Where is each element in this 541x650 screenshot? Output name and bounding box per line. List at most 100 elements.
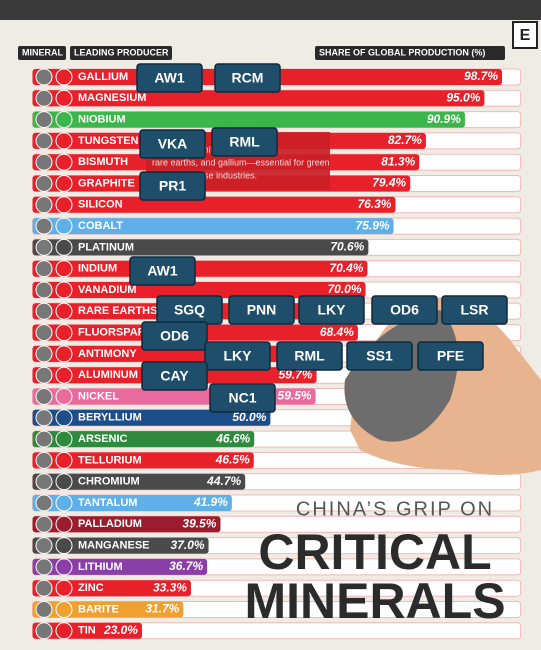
value-label: 70.0% <box>327 282 361 296</box>
overlay-box <box>209 383 276 413</box>
mineral-name: TELLURIUM <box>78 454 142 466</box>
flag-icon <box>55 238 73 256</box>
mineral-name: TUNGSTEN <box>78 135 139 147</box>
mineral-name: ZINC <box>78 582 104 594</box>
flag-icon <box>55 451 73 469</box>
column-header: SHARE OF GLOBAL PRODUCTION (%) <box>319 47 485 57</box>
mineral-icon <box>35 622 53 640</box>
value-label: 37.0% <box>171 538 205 552</box>
overlay-label: RML <box>229 134 260 150</box>
value-label: 98.7% <box>464 69 498 83</box>
flag-icon <box>55 345 73 363</box>
mineral-icon <box>35 451 53 469</box>
bar <box>32 111 465 128</box>
value-label: 46.5% <box>215 453 250 467</box>
value-label: 41.9% <box>193 495 228 509</box>
value-label: 33.3% <box>153 580 187 594</box>
title: CRITICAL <box>258 524 491 580</box>
overlay-label: LKY <box>224 348 253 364</box>
mineral-icon <box>35 366 53 384</box>
mineral-name: INDIUM <box>78 263 117 275</box>
flag-icon <box>55 324 73 342</box>
overlay-box <box>276 341 343 371</box>
flag-icon <box>55 366 73 384</box>
mineral-icon <box>35 260 53 278</box>
title: MINERALS <box>244 573 505 629</box>
overlay-box <box>371 295 438 325</box>
mineral-name: TANTALUM <box>78 497 137 509</box>
overlay-box <box>139 171 206 201</box>
value-label: 31.7% <box>145 602 179 616</box>
bar <box>32 580 191 597</box>
mineral-icon <box>35 430 53 448</box>
mineral-name: COBALT <box>78 220 123 232</box>
mineral-icon <box>35 494 53 512</box>
value-label: 90.9% <box>427 112 461 126</box>
bar <box>32 282 366 298</box>
flag-icon <box>55 281 73 299</box>
mineral-name: MANGANESE <box>78 540 150 552</box>
header-box <box>315 46 505 60</box>
flag-icon <box>55 601 73 618</box>
mineral-icon <box>35 132 53 150</box>
flag-icon <box>55 132 73 150</box>
bar <box>32 495 232 511</box>
flag-icon <box>55 302 73 320</box>
flag-icon <box>55 68 73 86</box>
overlay-label: SGQ <box>174 302 205 318</box>
header-box <box>70 46 172 60</box>
overlay-box <box>204 341 271 371</box>
overlay-box <box>211 127 278 157</box>
mineral-icon <box>35 388 53 405</box>
mineral-name: MAGNESIUM <box>78 92 146 104</box>
value-label: 46.6% <box>215 431 250 445</box>
value-label: 95.0% <box>446 90 480 104</box>
overlay-box <box>346 341 413 371</box>
value-label: 23.0% <box>103 623 138 637</box>
flag-icon <box>55 409 73 427</box>
mineral-name: BISMUTH <box>78 156 128 168</box>
bar <box>32 218 394 235</box>
overlay-box <box>441 295 508 325</box>
value-label: 70.4% <box>329 261 363 275</box>
flag-icon <box>55 494 73 512</box>
flag-icon <box>55 175 73 192</box>
mineral-icon <box>35 579 53 597</box>
mineral-icon <box>35 217 53 235</box>
value-label: 44.7% <box>206 474 241 488</box>
overlay-label: VKA <box>158 136 188 152</box>
mineral-icon <box>35 196 53 214</box>
bar <box>32 196 396 213</box>
mineral-icon <box>35 345 53 363</box>
flag-icon <box>55 515 73 533</box>
mineral-icon <box>35 153 53 171</box>
value-label: 36.7% <box>169 559 203 573</box>
overlay-label: OD6 <box>160 328 189 344</box>
overlay-label: SS1 <box>366 348 393 364</box>
mineral-icon <box>35 238 53 256</box>
mineral-name: GALLIUM <box>78 71 128 83</box>
value-label: 75.9% <box>356 218 390 232</box>
overlay-label: NC1 <box>228 390 256 406</box>
overlay-box <box>129 256 196 286</box>
mineral-name: GRAPHITE <box>78 177 135 189</box>
mineral-icon <box>35 558 53 576</box>
flag-icon <box>55 622 73 640</box>
mineral-name: ALUMINUM <box>78 369 138 381</box>
bar <box>32 452 254 469</box>
bar <box>32 260 368 277</box>
mineral-icon <box>35 515 53 533</box>
mineral-name: RARE EARTHS <box>78 305 157 317</box>
overlay-box <box>139 129 206 159</box>
bar <box>32 516 221 533</box>
value-label: 68.4% <box>320 325 354 339</box>
mineral-icon <box>35 324 53 342</box>
mineral-icon <box>35 409 53 427</box>
value-label: 59.7% <box>279 367 313 381</box>
mineral-name: PALLADIUM <box>78 518 142 530</box>
overlay-box <box>417 341 484 371</box>
overlay-label: LKY <box>318 302 347 318</box>
annotation-text: rare earths, and gallium—essential for g… <box>152 157 330 167</box>
flag-icon <box>55 153 73 171</box>
overlay-box <box>214 63 281 93</box>
